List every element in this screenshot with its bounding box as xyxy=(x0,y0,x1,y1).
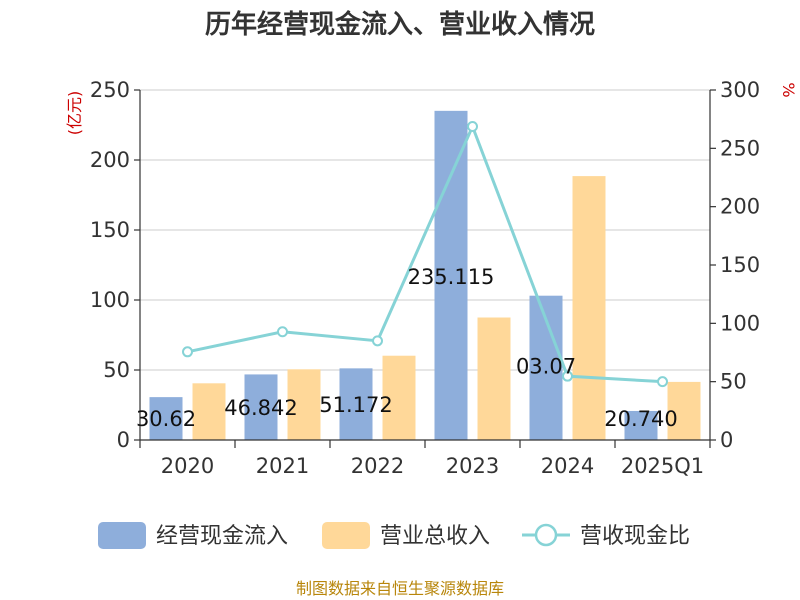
ratio-polyline xyxy=(187,122,663,384)
left-tick-label: 200 xyxy=(90,148,130,172)
legend-label: 营业总收入 xyxy=(380,524,490,549)
source-note: 制图数据来自恒生聚源数据库 xyxy=(296,579,504,598)
ratio-point xyxy=(467,121,478,133)
cash-inflow-bar xyxy=(624,410,658,440)
ratio-point xyxy=(182,346,193,358)
legend-label: 经营现金流入 xyxy=(156,524,288,549)
x-tick-label: 2023 xyxy=(446,454,499,478)
bar-marks xyxy=(149,110,701,441)
right-tick-label: 200 xyxy=(720,195,760,219)
revenue-bar xyxy=(382,355,416,440)
legend-label: 营收现金比 xyxy=(580,524,690,549)
ratio-point xyxy=(372,335,383,347)
x-tick-label: 2022 xyxy=(351,454,404,478)
bar-value-label: 03.07 xyxy=(516,355,576,379)
revenue-bar xyxy=(287,369,321,440)
ratio-point xyxy=(277,326,288,338)
cash-inflow-bar xyxy=(339,368,373,440)
x-tick-label: 2024 xyxy=(541,454,594,478)
legend: 经营现金流入 营业总收入 营收现金比 xyxy=(98,522,690,549)
revenue-bar xyxy=(192,383,226,440)
bar-value-label: 20.740 xyxy=(604,407,677,431)
legend-swatch-cash-inflow xyxy=(98,522,146,549)
right-tick-label: 300 xyxy=(720,78,760,102)
x-tick-label: 2021 xyxy=(256,454,309,478)
revenue-bar xyxy=(477,317,511,440)
right-axis-unit: % xyxy=(779,82,798,97)
right-tick-label: 100 xyxy=(720,311,760,335)
left-tick-label: 50 xyxy=(103,358,130,382)
bar-value-label: 30.62 xyxy=(136,407,196,431)
left-tick-label: 0 xyxy=(117,428,130,452)
right-tick-label: 250 xyxy=(720,136,760,160)
cash-inflow-bar xyxy=(244,374,278,440)
right-tick-label: 150 xyxy=(720,253,760,277)
chart-title: 历年经营现金流入、营业收入情况 xyxy=(205,9,595,40)
x-tick-label: 2025Q1 xyxy=(621,454,704,478)
left-tick-label: 100 xyxy=(90,288,130,312)
left-tick-label: 250 xyxy=(90,78,130,102)
left-axis-unit: (亿元) xyxy=(65,91,84,136)
ratio-line xyxy=(182,121,668,388)
right-tick-label: 0 xyxy=(720,428,733,452)
ratio-point xyxy=(562,370,573,382)
axes: 0 50 100 150 200 250 0 50 100 150 200 250 300 2020 202… xyxy=(90,78,760,478)
data-labels: 30.62 46.842 51.172 235.115 03.07 20.740 xyxy=(136,265,678,431)
bar-value-label: 235.115 xyxy=(408,265,495,289)
legend-swatch-revenue xyxy=(322,522,370,549)
x-tick-label: 2020 xyxy=(161,454,214,478)
bar-value-label: 46.842 xyxy=(224,396,297,420)
cash-inflow-bar xyxy=(149,397,183,440)
ratio-point xyxy=(657,376,668,388)
left-tick-label: 150 xyxy=(90,218,130,242)
legend-swatch-ratio-marker xyxy=(534,523,558,547)
bar-value-label: 51.172 xyxy=(319,393,392,417)
revenue-bar xyxy=(667,381,701,440)
right-tick-label: 50 xyxy=(720,370,747,394)
revenue-bar xyxy=(572,176,606,440)
cash-inflow-bar xyxy=(434,110,468,441)
